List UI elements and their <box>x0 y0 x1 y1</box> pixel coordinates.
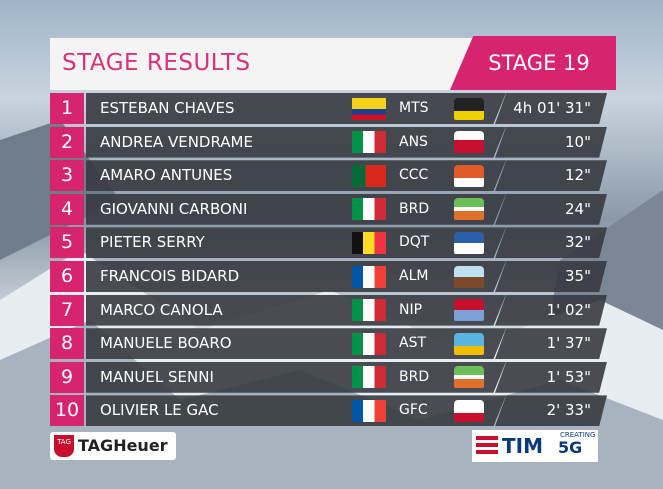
tag-logo: TAG TAGHeuer <box>50 432 176 460</box>
time: 1' 53" <box>495 361 607 393</box>
tim-5g: 5G <box>558 438 583 457</box>
rank: 4 <box>50 193 84 225</box>
flag <box>352 332 386 355</box>
flag <box>352 231 386 254</box>
rider-name: MANUEL SENNI <box>86 361 506 393</box>
time: 4h 01' 31" <box>495 93 607 124</box>
rank: 8 <box>50 328 84 360</box>
flag <box>352 265 386 288</box>
rider-name: MARCO CANOLA <box>86 294 506 326</box>
time: 24" <box>495 193 607 225</box>
team-code: BRD <box>399 368 430 385</box>
rank: 7 <box>50 294 84 326</box>
jersey <box>454 164 484 187</box>
tim-text: TIM <box>502 434 543 458</box>
tim-tagline: CREATING <box>560 431 596 439</box>
tim-mark <box>476 436 498 456</box>
team-code: CCC <box>399 167 429 184</box>
flag <box>352 97 386 120</box>
jersey <box>454 399 484 422</box>
flag <box>352 299 386 322</box>
time: 1' 02" <box>495 294 607 326</box>
time: 35" <box>495 261 607 292</box>
rider-name: FRANCOIS BIDARD <box>86 261 506 292</box>
header: STAGE RESULTS <box>50 38 490 90</box>
flag <box>352 198 386 221</box>
team-code: ANS <box>399 133 428 150</box>
time: 10" <box>495 126 607 158</box>
rank: 1 <box>50 93 84 124</box>
rank: 10 <box>50 395 84 427</box>
jersey <box>454 265 484 288</box>
rider-name: MANUELE BOARO <box>86 328 506 360</box>
team-code: DQT <box>399 234 430 251</box>
tag-badge: TAG <box>54 435 74 457</box>
team-code: GFC <box>399 402 428 419</box>
time: 12" <box>495 160 607 192</box>
team-code: BRD <box>399 200 430 217</box>
jersey <box>454 299 484 322</box>
team-code: NIP <box>399 301 423 318</box>
jersey <box>454 231 484 254</box>
flag <box>352 399 386 422</box>
jersey <box>454 198 484 221</box>
rider-name: ANDREA VENDRAME <box>86 126 506 158</box>
time: 32" <box>495 227 607 259</box>
rider-name: PIETER SERRY <box>86 227 506 259</box>
time: 2' 33" <box>495 395 607 427</box>
rider-name: AMARO ANTUNES <box>86 160 506 192</box>
flag <box>352 131 386 154</box>
rank: 9 <box>50 361 84 393</box>
jersey <box>454 131 484 154</box>
team-code: ALM <box>399 268 429 284</box>
tag-text: TAGHeuer <box>78 436 168 455</box>
team-code: AST <box>399 335 427 352</box>
team-code: MTS <box>399 100 429 116</box>
flag <box>352 366 386 389</box>
rider-name: ESTEBAN CHAVES <box>86 93 506 124</box>
rider-name: GIOVANNI CARBONI <box>86 193 506 225</box>
stage-badge: STAGE 19 <box>450 36 616 90</box>
jersey <box>454 97 484 120</box>
rank: 3 <box>50 160 84 192</box>
time: 1' 37" <box>495 328 607 360</box>
rank: 5 <box>50 227 84 259</box>
jersey <box>454 366 484 389</box>
jersey <box>454 332 484 355</box>
rank: 6 <box>50 261 84 292</box>
tim-logo: TIM CREATING 5G <box>472 430 598 462</box>
rider-name: OLIVIER LE GAC <box>86 395 506 427</box>
rank: 2 <box>50 126 84 158</box>
title: STAGE RESULTS <box>62 50 251 76</box>
flag <box>352 164 386 187</box>
